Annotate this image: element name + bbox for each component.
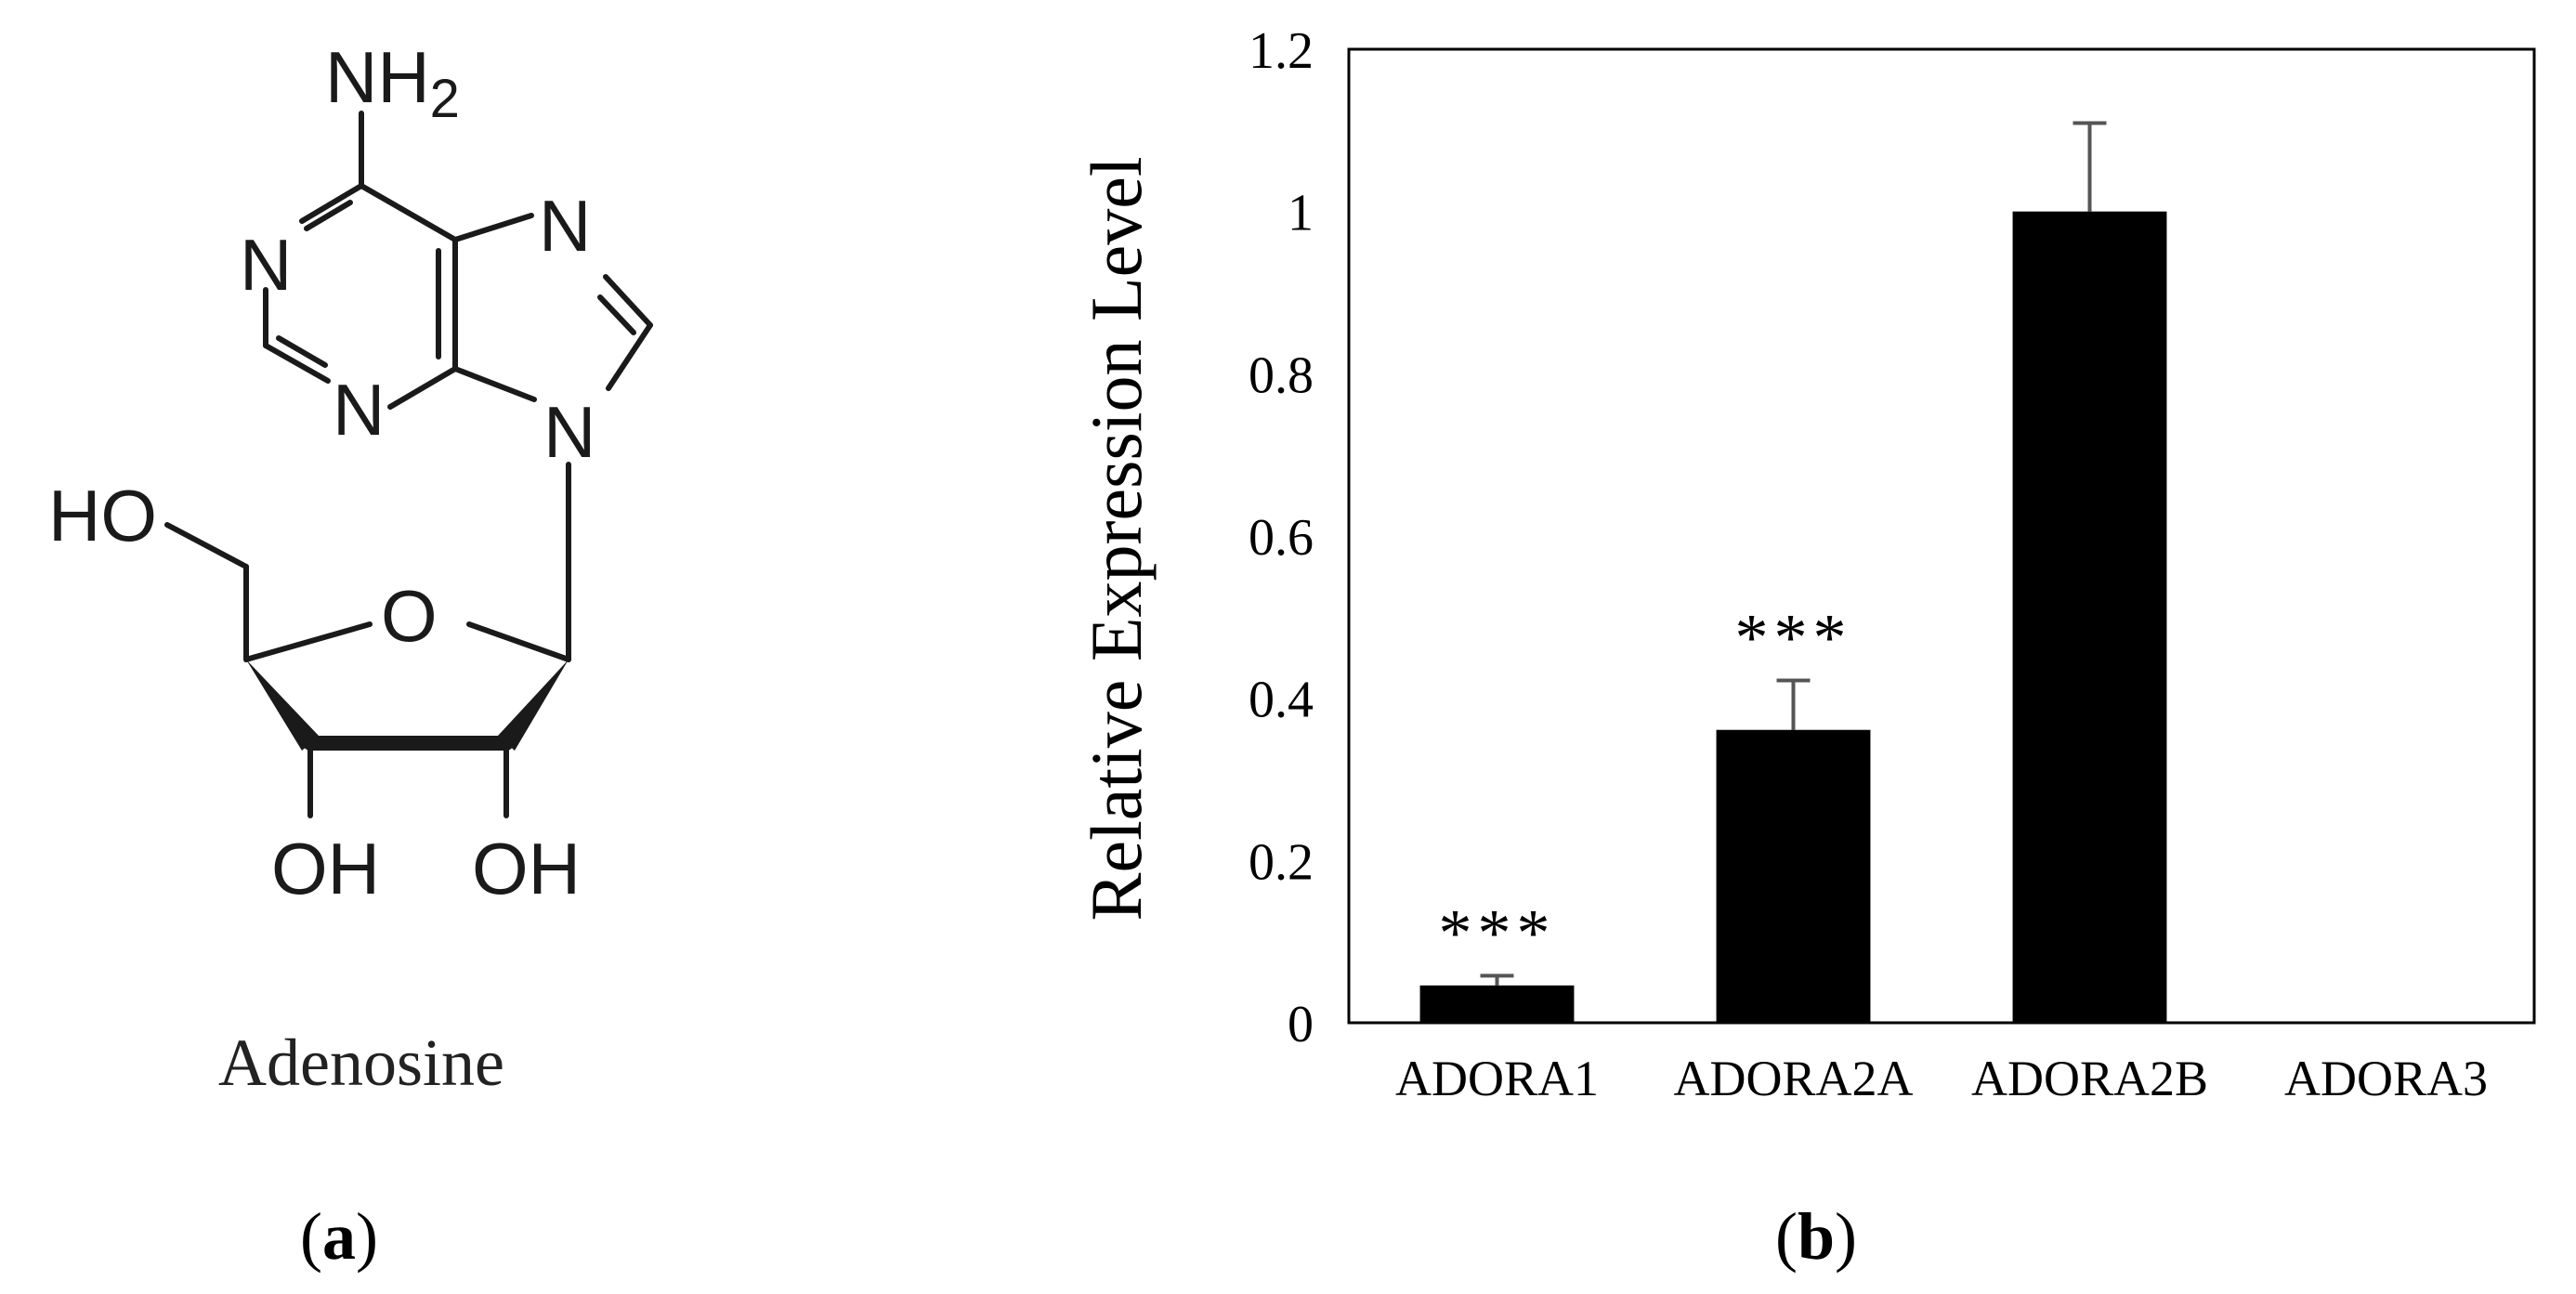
- bond-c1prime-o: [466, 621, 571, 662]
- x-axis-tick-labels: ADORA1 ADORA2A ADORA2B ADORA3: [1395, 1051, 2488, 1106]
- bars: [1419, 211, 2167, 1023]
- bar-chart: 00.20.40.60.811.2 ****** ADORA1 ADORA2A AD…: [1076, 22, 2536, 1106]
- bar-adora2a: [1716, 729, 1871, 1023]
- nh2-main: NH: [325, 36, 430, 118]
- x-tick-label: ADORA1: [1395, 1051, 1599, 1106]
- bond-c6-n1-inner: [304, 200, 353, 231]
- atom-label-nh2: NH2: [325, 36, 460, 129]
- atom-label-ho: HO: [48, 475, 157, 556]
- x-tick-label: ADORA3: [2284, 1051, 2488, 1106]
- bond-c5prime-o5prime: [164, 522, 249, 569]
- panel-label-a: (a): [300, 1199, 378, 1274]
- y-tick-label: 0.4: [1249, 672, 1314, 729]
- y-tick-label: 1: [1288, 185, 1314, 242]
- y-tick-label: 0.2: [1249, 833, 1314, 891]
- bond-c2-n3-inner: [276, 335, 328, 368]
- atom-labels: NH2 N N N N O HO OH OH: [48, 36, 595, 909]
- panel-b-open-paren: (: [1775, 1199, 1798, 1274]
- y-tick-label: 0.8: [1249, 346, 1314, 404]
- significance-stars: ***: [1735, 600, 1852, 674]
- bar-adora1: [1419, 985, 1575, 1023]
- panel-a-open-paren: (: [300, 1199, 322, 1274]
- atom-label-oh-3prime: OH: [271, 828, 380, 909]
- y-tick-label: 1.2: [1249, 22, 1314, 80]
- panel-b-letter: b: [1798, 1199, 1835, 1274]
- y-axis-ticks: 0 0.2 0.4 0.6 0.8 1 1.2: [1249, 22, 1314, 1053]
- y-tick-label: 0.6: [1249, 509, 1314, 567]
- bond-n7-c8-inner: [597, 294, 636, 335]
- bond-c6-n1: [299, 183, 364, 224]
- x-tick-label: ADORA2B: [1971, 1051, 2208, 1106]
- bond-n9-c4: [452, 366, 537, 402]
- wedge-c1prime-c2prime: [498, 660, 569, 751]
- y-axis-label: Relative Expression Level: [1076, 156, 1157, 921]
- wedge-c4prime-c3prime: [246, 660, 319, 751]
- atom-label-n3: N: [333, 369, 385, 451]
- atom-label-ring-o: O: [381, 575, 438, 657]
- significance-annotations: *** ***: [1439, 600, 1852, 970]
- panel-label-b: (b): [1775, 1199, 1857, 1274]
- bond-c5-n7: [452, 213, 534, 242]
- nh2-subscript: 2: [430, 69, 460, 129]
- bond-c8-n9: [606, 322, 653, 391]
- panel-a-close-paren: ): [356, 1199, 378, 1274]
- adenosine-structure: [164, 111, 653, 818]
- bond-c5-c6: [359, 183, 458, 242]
- panel-b-close-paren: ): [1835, 1199, 1857, 1274]
- atom-label-n1: N: [240, 224, 292, 306]
- compound-name: Adenosine: [218, 1026, 504, 1100]
- bond-c2-n3: [263, 343, 331, 384]
- bar-adora2b: [2012, 211, 2167, 1023]
- x-tick-label: ADORA2A: [1673, 1051, 1913, 1106]
- y-tick-label: 0: [1288, 996, 1314, 1053]
- bond-n3-c4: [387, 366, 458, 410]
- error-bars: [1480, 121, 2107, 986]
- atom-label-n7: N: [539, 185, 591, 267]
- panel-a-letter: a: [322, 1199, 356, 1274]
- plot-frame: [1347, 47, 2536, 1025]
- significance-stars: ***: [1439, 895, 1556, 970]
- bond-o-c4prime: [243, 621, 373, 662]
- atom-label-oh-2prime: OH: [472, 828, 581, 909]
- bond-n7-c8: [603, 274, 653, 328]
- atom-label-n9: N: [543, 391, 595, 473]
